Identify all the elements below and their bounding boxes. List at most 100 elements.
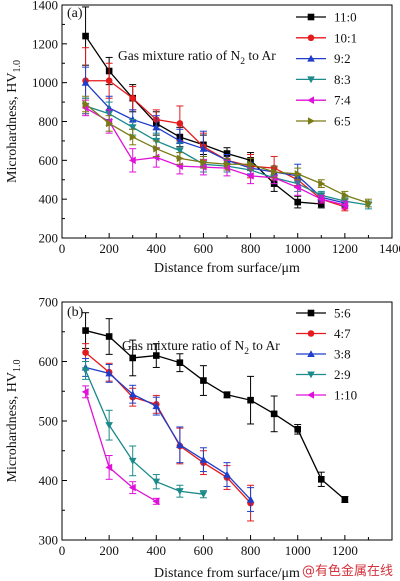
data-point: [199, 491, 208, 498]
data-point: [365, 199, 373, 207]
data-point: [128, 457, 137, 465]
x-axis-label: Distance from surface/μm: [154, 261, 300, 276]
legend-marker: [307, 371, 315, 379]
legend-label: 6:5: [334, 114, 351, 129]
x-tick-label: 800: [241, 543, 261, 558]
legend-label: 7:4: [334, 93, 351, 108]
data-point: [81, 367, 90, 375]
legend-marker: [307, 34, 315, 42]
data-point: [129, 133, 137, 141]
y-axis-label: Microhardness, HV1.0: [5, 360, 23, 483]
x-tick-label: 1000: [285, 543, 311, 558]
data-point: [129, 94, 137, 102]
legend-label: 9:2: [334, 51, 351, 66]
x-tick-label: 1000: [285, 241, 311, 256]
y-tick-label: 500: [39, 414, 59, 429]
y-tick-label: 600: [39, 153, 59, 168]
series-line: [85, 80, 346, 208]
data-point: [200, 158, 208, 167]
data-point: [341, 201, 348, 209]
legend-marker: [307, 309, 315, 317]
data-point: [199, 455, 208, 463]
y-tick-label: 200: [39, 231, 59, 246]
x-tick-label: 600: [194, 543, 214, 558]
x-tick-label: 400: [147, 241, 167, 256]
data-point: [105, 463, 113, 472]
data-point: [82, 32, 89, 40]
data-point: [152, 402, 161, 410]
data-point: [294, 198, 302, 206]
legend-label: 2:9: [334, 367, 351, 382]
y-axis-label-subscript: 1.0: [12, 60, 23, 73]
series-4-7: [82, 343, 255, 522]
data-point: [82, 349, 89, 356]
data-point: [82, 327, 89, 334]
x-tick-label: 0: [59, 543, 66, 558]
data-point: [153, 144, 161, 153]
series-9-2: [81, 66, 349, 208]
y-tick-label: 400: [39, 192, 59, 207]
y-tick-label: 1000: [32, 75, 58, 90]
annotation-subscript: 2: [240, 57, 245, 67]
data-point: [152, 153, 160, 162]
data-point: [341, 191, 349, 200]
legend-marker: [307, 96, 315, 104]
data-point: [270, 410, 278, 418]
legend-marker: [307, 76, 315, 84]
x-tick-label: 400: [147, 543, 167, 558]
legend-marker: [307, 330, 315, 337]
data-point: [223, 160, 231, 169]
y-tick-label: 800: [39, 114, 59, 129]
legend-marker: [307, 117, 315, 125]
series-6-5: [82, 95, 373, 208]
data-point: [128, 483, 136, 492]
series-line: [84, 391, 157, 502]
y-axis-label: Microhardness, HV1.0: [5, 60, 23, 183]
y-axis-label-subscript: 1.0: [12, 360, 23, 373]
annotation-text: Gas mixture ratio of N2 to Ar: [122, 338, 280, 357]
panel-b: 0 200 400 600 800 1000 1200 300 400 500 600 700 Dist…: [5, 295, 393, 581]
annotation-tail: to Ar: [249, 338, 280, 353]
data-point: [176, 441, 184, 448]
data-point: [106, 119, 113, 128]
x-axis-label: Distance from surface/μm: [154, 566, 300, 581]
data-point: [128, 390, 137, 398]
series-5-6: [82, 312, 349, 504]
y-tick-label: 600: [39, 354, 59, 369]
y-tick-label: 1400: [32, 0, 58, 13]
annotation-tail: to Ar: [245, 48, 276, 63]
x-tick-label: 0: [59, 241, 66, 256]
data-point: [294, 170, 302, 178]
data-point: [176, 488, 184, 496]
series-line: [84, 370, 204, 495]
legend-marker: [307, 350, 315, 358]
x-tick-label: 200: [99, 543, 119, 558]
x-tick-label: 1200: [332, 241, 358, 256]
legend-marker: [307, 391, 315, 399]
x-tick-label: 200: [99, 241, 119, 256]
data-point: [246, 172, 254, 180]
legend-marker: [307, 13, 315, 21]
series-2-9: [81, 361, 208, 499]
data-point: [82, 100, 90, 108]
series-11-0: [82, 6, 325, 209]
series-line: [85, 82, 346, 204]
data-point: [129, 354, 137, 362]
panel-a: 0200400600800100012001400200400600800100…: [5, 0, 400, 276]
data-point: [176, 147, 184, 155]
y-tick-label: 700: [39, 295, 59, 310]
data-point: [223, 391, 231, 399]
legend-label: 3:8: [334, 347, 351, 362]
series-line: [85, 366, 252, 500]
data-point: [81, 388, 89, 396]
legend-label: 5:6: [334, 306, 351, 321]
panel-label: (b): [67, 305, 84, 320]
legend-label: 11:0: [334, 10, 357, 25]
data-point: [128, 156, 136, 165]
data-point: [341, 496, 349, 503]
x-tick-label: 800: [241, 241, 261, 256]
data-point: [105, 422, 113, 429]
data-point: [317, 195, 325, 203]
series-line: [85, 107, 346, 206]
